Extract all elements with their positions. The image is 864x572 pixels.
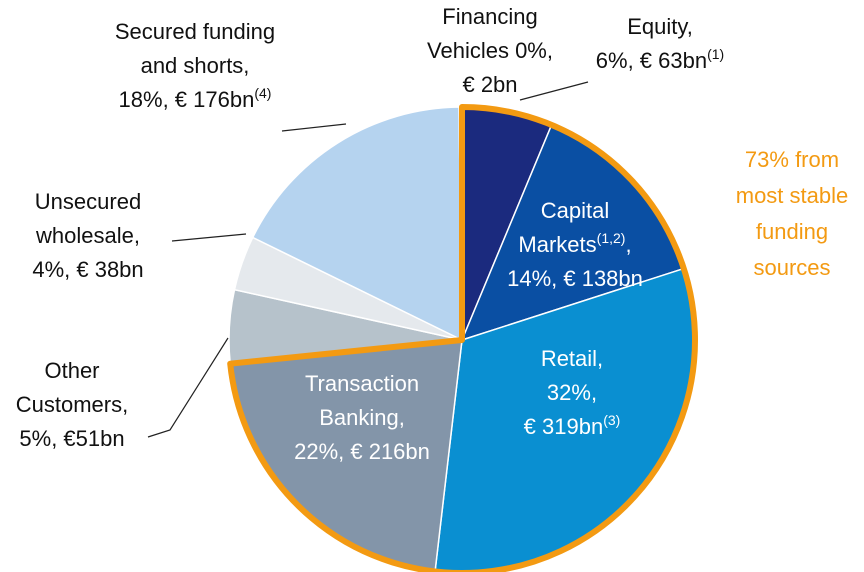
leader-line — [147, 337, 229, 438]
label-text: € 319bn — [524, 414, 604, 439]
footnote-mark: (1) — [707, 46, 724, 62]
slice-label: 18%, € 176bn(4) — [119, 85, 272, 112]
slice-label: wholesale, — [35, 223, 140, 248]
slice-label: 5%, €51bn — [19, 426, 124, 451]
label-text: 18%, € 176bn — [119, 87, 255, 112]
slice-label: 4%, € 38bn — [32, 257, 143, 282]
slice-label: Unsecured — [35, 189, 141, 214]
leader-line — [281, 123, 347, 132]
slice-label: Customers, — [16, 392, 128, 417]
slice-label: 22%, € 216bn — [294, 439, 430, 464]
slice-label: 14%, € 138bn — [507, 266, 643, 291]
slice-label: Financing — [442, 4, 537, 29]
highlight-label: sources — [753, 255, 830, 280]
slice-label: € 319bn(3) — [524, 412, 621, 439]
leader-line — [171, 233, 247, 242]
highlight-label: 73% from — [745, 147, 839, 172]
label-text: , — [625, 232, 631, 257]
slice-label: and shorts, — [141, 53, 250, 78]
slice-label: Retail, — [541, 346, 603, 371]
slice-label: Other — [44, 358, 99, 383]
pie-slice — [251, 106, 463, 342]
slice-label: 6%, € 63bn(1) — [596, 46, 724, 73]
footnote-mark: (3) — [603, 412, 620, 428]
slice-label: Vehicles 0%, — [427, 38, 553, 63]
slice-label: Secured funding — [115, 19, 275, 44]
highlight-outline — [227, 104, 698, 572]
leader-line — [519, 81, 589, 101]
slice-label: Markets(1,2), — [518, 230, 631, 257]
slice-label: Equity, — [627, 14, 693, 39]
label-text: Markets — [518, 232, 596, 257]
slice-label: € 2bn — [462, 72, 517, 97]
slice-label: 32%, — [547, 380, 597, 405]
highlight-label: funding — [756, 219, 828, 244]
footnote-mark: (1,2) — [597, 230, 626, 246]
slice-label: Capital — [541, 198, 609, 223]
highlight-label: most stable — [736, 183, 849, 208]
slice-label: Transaction — [305, 371, 419, 396]
slice-label: Banking, — [319, 405, 405, 430]
label-text: 6%, € 63bn — [596, 48, 707, 73]
footnote-mark: (4) — [254, 85, 271, 101]
